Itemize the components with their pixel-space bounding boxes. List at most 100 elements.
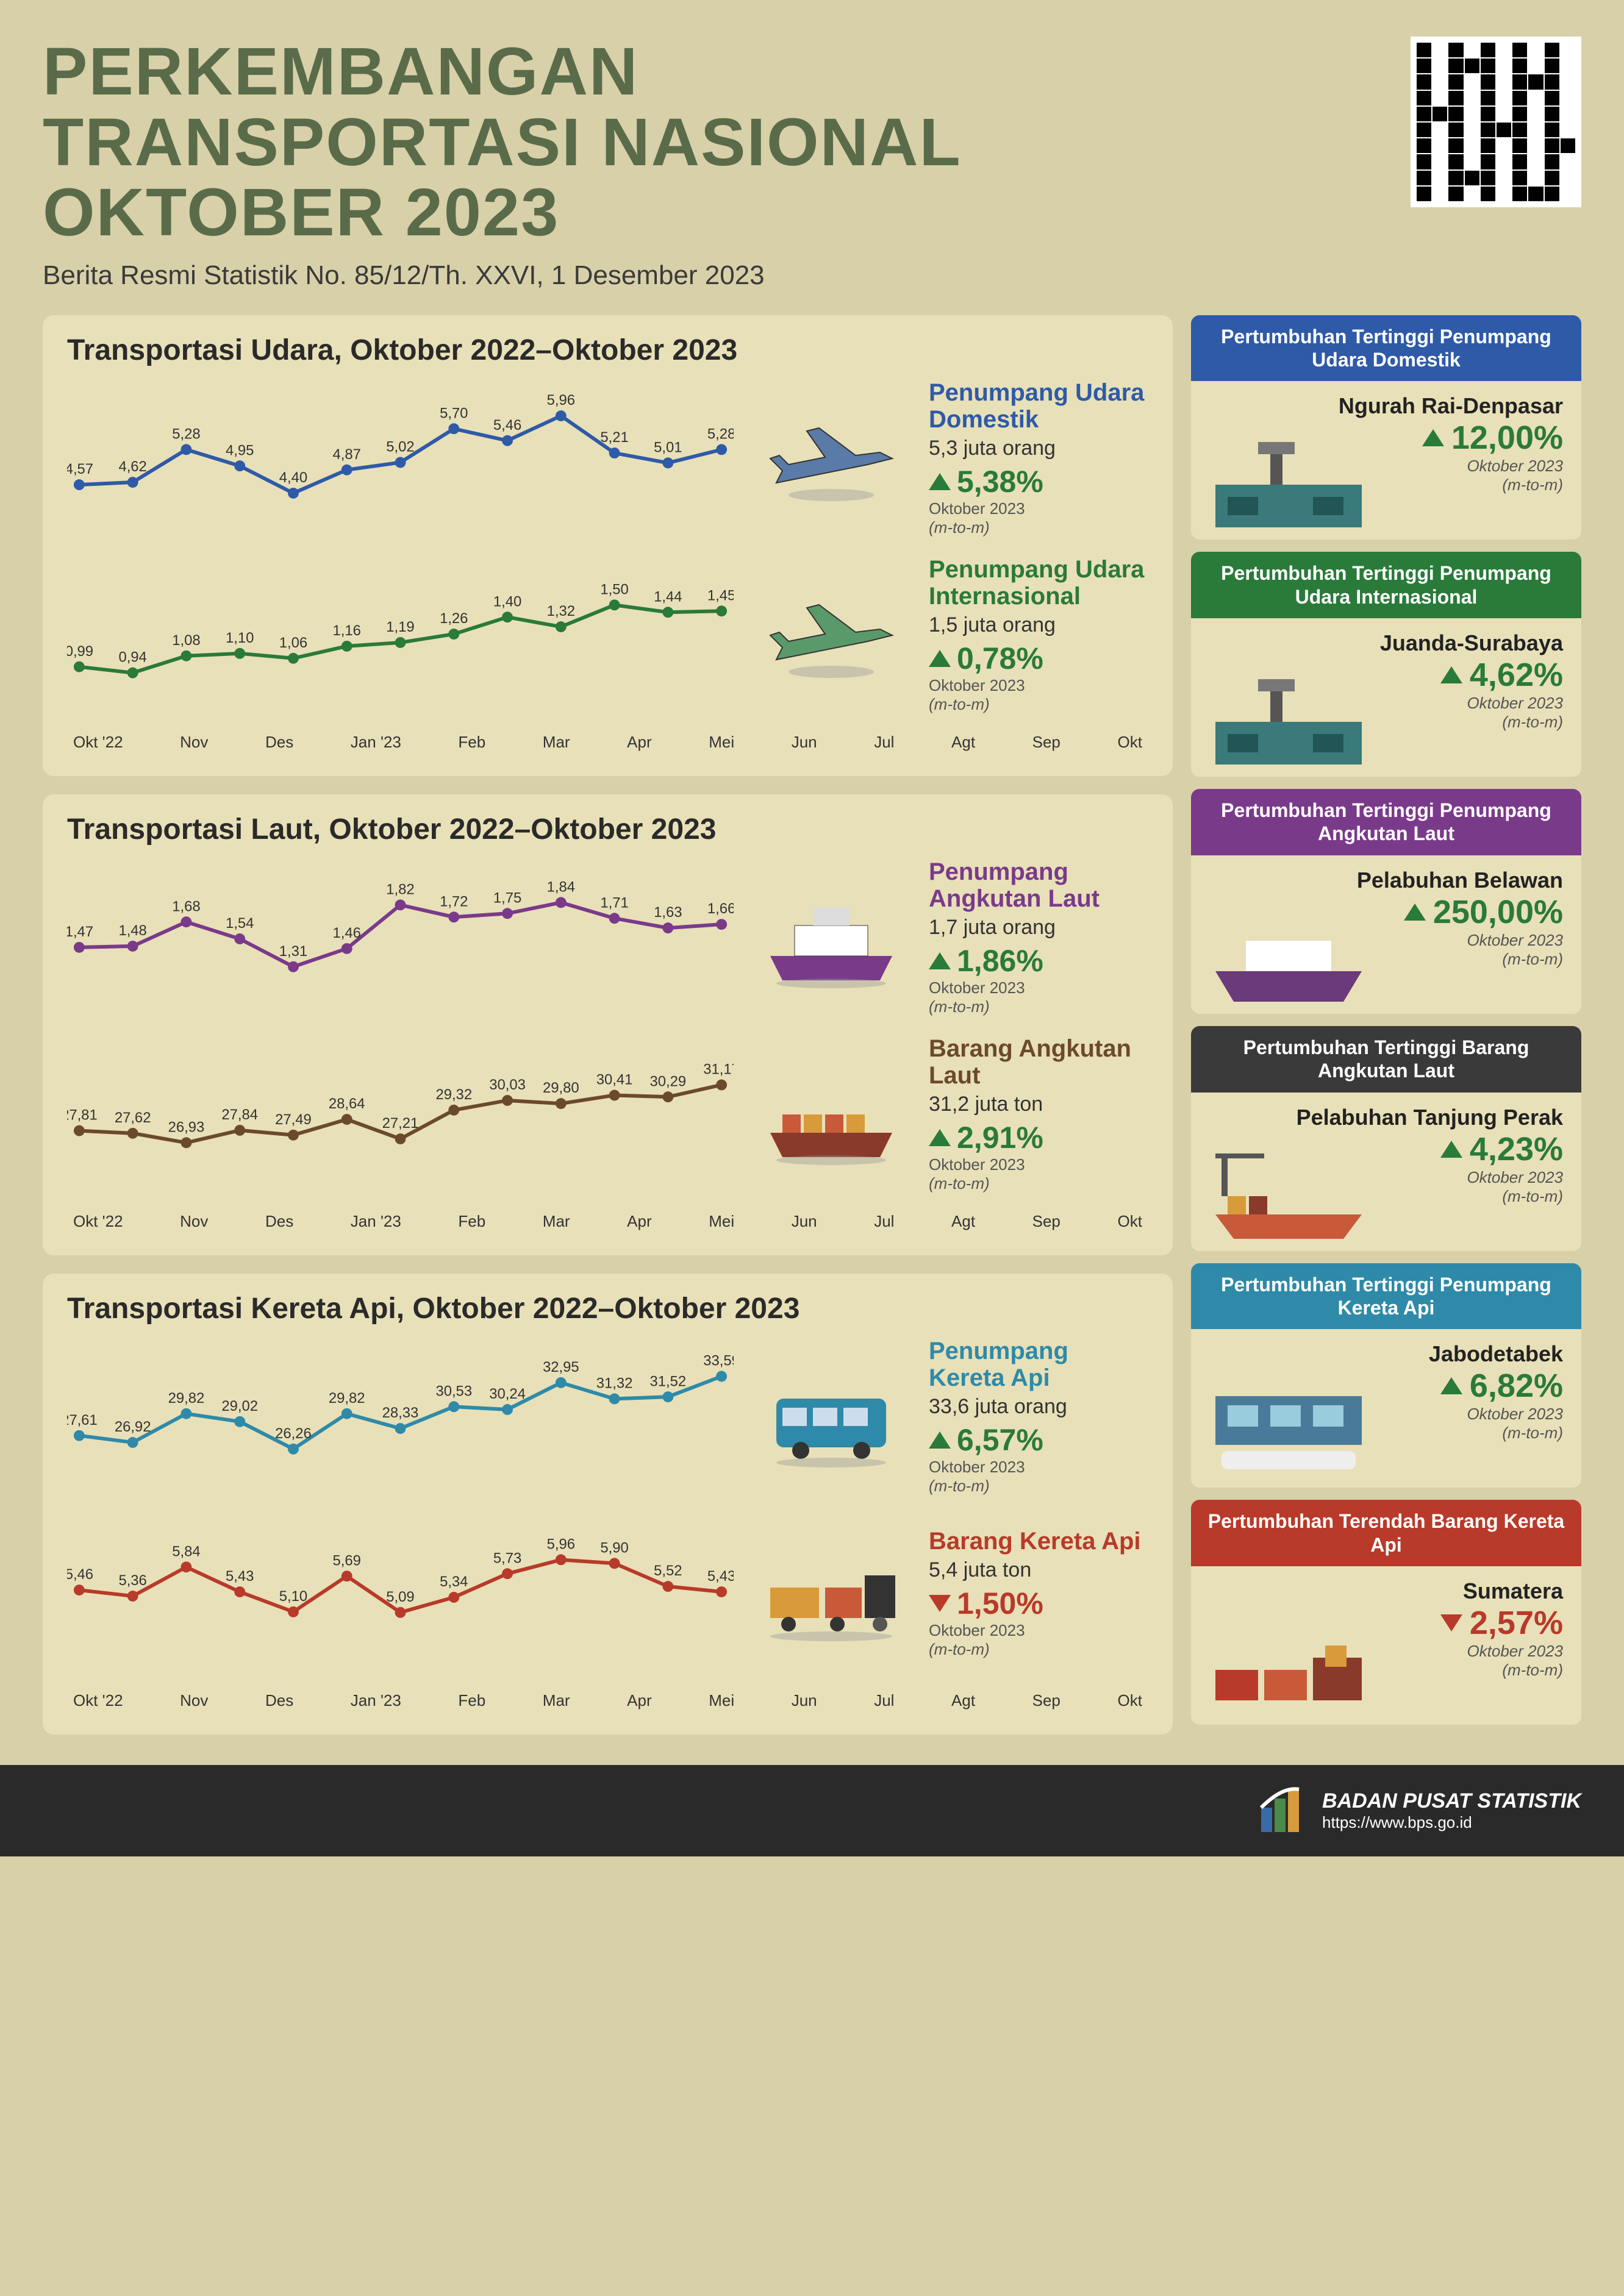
side-percent-value: 2,57% [1470,1604,1563,1642]
x-axis: Okt '22NovDesJan '23FebMarAprMeiJunJulAg… [67,1691,1148,1710]
svg-text:5,34: 5,34 [440,1574,468,1590]
svg-text:5,02: 5,02 [386,438,414,455]
triangle-up-icon [929,1431,951,1449]
side-illustration-icon [1203,898,1374,1008]
ship-icon [752,883,910,993]
triangle-down-icon [1440,1614,1462,1631]
stat-percent-value: 6,57% [957,1422,1043,1458]
chart-row: 1,471,481,681,541,311,461,821,721,751,84… [67,858,1148,1017]
svg-text:5,10: 5,10 [279,1588,307,1604]
side-card: Pertumbuhan Terendah Barang Kereta Api S… [1191,1500,1581,1725]
svg-text:32,95: 32,95 [543,1359,579,1375]
stat-note: Oktober 2023(m-to-m) [929,1621,1148,1659]
svg-text:1,06: 1,06 [279,634,307,651]
stat-title: Barang Angkutan Laut [929,1035,1148,1089]
footer: BADAN PUSAT STATISTIK https://www.bps.go… [0,1765,1624,1856]
stat-block: Barang Kereta Api 5,4 juta ton 1,50% Okt… [929,1528,1148,1659]
stat-percent-value: 1,50% [957,1586,1043,1621]
svg-text:28,64: 28,64 [329,1096,365,1112]
x-tick: Okt '22 [73,1691,123,1710]
main-title: PERKEMBANGAN TRANSPORTASI NASIONAL OKTOB… [43,37,1411,248]
x-tick: Jan '23 [351,1691,401,1710]
svg-text:5,90: 5,90 [600,1539,628,1556]
x-tick: Feb [458,733,485,752]
side-card: Pertumbuhan Tertinggi Penumpang Angkutan… [1191,789,1581,1014]
side-percent-value: 4,62% [1470,656,1563,694]
x-tick: Des [265,733,293,752]
svg-text:29,82: 29,82 [168,1389,205,1406]
footer-url: https://www.bps.go.id [1322,1813,1581,1832]
stat-subtitle: 33,6 juta orang [929,1395,1148,1419]
svg-text:27,21: 27,21 [382,1115,419,1132]
line-chart: 1,471,481,681,541,311,461,821,721,751,84… [67,858,734,1017]
chart-row: 0,990,941,081,101,061,161,191,261,401,32… [67,556,1148,715]
right-column: Pertumbuhan Tertinggi Penumpang Udara Do… [1191,315,1581,1734]
side-percent-value: 4,23% [1470,1130,1563,1168]
x-tick: Okt [1117,1212,1142,1231]
x-tick: Apr [627,733,651,752]
cargo-ship-icon [752,1060,910,1169]
svg-text:4,40: 4,40 [279,469,307,486]
x-tick: Apr [627,1212,651,1231]
svg-text:27,84: 27,84 [221,1107,258,1123]
line-chart: 27,8127,6226,9327,8427,4928,6427,2129,32… [67,1035,734,1194]
x-tick: Des [265,1212,293,1231]
triangle-up-icon [929,952,951,969]
svg-text:33,59: 33,59 [703,1352,734,1369]
side-illustration-icon [1203,1372,1374,1481]
svg-text:1,26: 1,26 [440,610,468,627]
side-card: Pertumbuhan Tertinggi Barang Angkutan La… [1191,1026,1581,1251]
side-percent-value: 12,00% [1451,419,1563,457]
x-tick: Nov [180,733,208,752]
side-card-body: Sumatera 2,57% Oktober 2023(m-to-m) [1191,1566,1581,1725]
x-tick: Sep [1032,1212,1061,1231]
stat-subtitle: 31,2 juta ton [929,1093,1148,1116]
x-tick: Feb [458,1212,485,1231]
x-tick: Jun [792,1212,817,1231]
x-tick: Agt [951,1691,975,1710]
stat-title: Penumpang Kereta Api [929,1338,1148,1391]
svg-text:30,53: 30,53 [435,1383,472,1399]
svg-text:27,62: 27,62 [115,1109,151,1125]
triangle-up-icon [1440,666,1462,683]
bps-logo-icon [1255,1783,1310,1838]
svg-text:5,09: 5,09 [386,1588,414,1605]
side-card-body: Pelabuhan Belawan 250,00% Oktober 2023(m… [1191,855,1581,1014]
svg-text:5,73: 5,73 [493,1550,521,1566]
stat-note: Oktober 2023(m-to-m) [929,1458,1148,1496]
x-tick: Jun [792,733,817,752]
x-tick: Jul [874,1212,894,1231]
line-chart: 27,6126,9229,8229,0226,2629,8228,3330,53… [67,1338,734,1496]
stat-block: Penumpang Angkutan Laut 1,7 juta orang 1… [929,858,1148,1016]
x-tick: Sep [1032,733,1061,752]
svg-text:1,45: 1,45 [707,587,734,604]
x-tick: Agt [951,733,975,752]
triangle-up-icon [1404,904,1426,921]
svg-text:1,48: 1,48 [118,922,146,939]
stat-block: Barang Angkutan Laut 31,2 juta ton 2,91%… [929,1035,1148,1193]
svg-text:1,47: 1,47 [67,924,93,940]
side-card: Pertumbuhan Tertinggi Penumpang Udara In… [1191,552,1581,777]
x-tick: Jul [874,733,894,752]
svg-text:30,03: 30,03 [489,1077,526,1093]
train-icon [752,1362,910,1472]
stat-percent-value: 5,38% [957,464,1043,499]
svg-text:27,81: 27,81 [67,1107,98,1123]
triangle-up-icon [1422,429,1444,446]
side-card-body: Ngurah Rai-Denpasar 12,00% Oktober 2023(… [1191,381,1581,540]
x-tick: Des [265,1691,293,1710]
x-tick: Mar [543,1212,570,1231]
x-tick: Agt [951,1212,975,1231]
content: Transportasi Udara, Oktober 2022–Oktober… [43,315,1581,1734]
footer-logo: BADAN PUSAT STATISTIK https://www.bps.go… [1255,1783,1581,1838]
svg-text:4,62: 4,62 [118,458,146,475]
title-line-2: TRANSPORTASI NASIONAL [43,105,962,180]
svg-text:31,52: 31,52 [650,1373,687,1389]
svg-text:5,46: 5,46 [67,1566,93,1583]
stat-title: Penumpang Udara Domestik [929,379,1148,433]
stat-note: Oktober 2023(m-to-m) [929,979,1148,1016]
svg-text:1,63: 1,63 [654,904,682,921]
svg-text:5,01: 5,01 [654,439,682,455]
svg-text:1,08: 1,08 [172,632,200,648]
stat-block: Penumpang Udara Domestik 5,3 juta orang … [929,379,1148,537]
